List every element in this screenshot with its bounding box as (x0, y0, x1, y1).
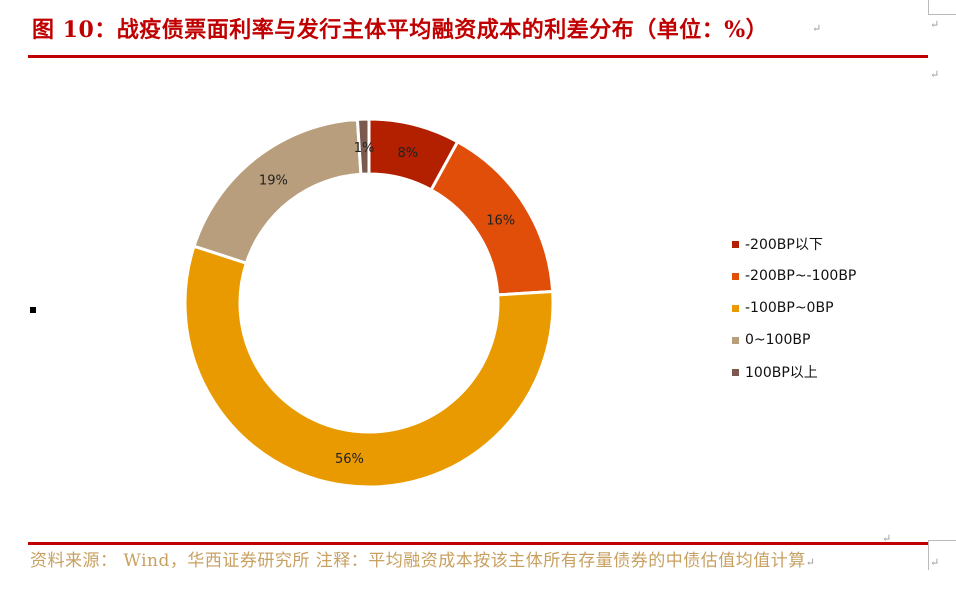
legend-swatch-icon (732, 304, 739, 312)
source-text: 资料来源： Wind，华西证券研究所 注释：平均融资成本按该主体所有存量债券的中… (30, 551, 806, 571)
return-mark-icon: ↵ (882, 532, 892, 545)
slice-data-label: 19% (259, 174, 288, 189)
legend-item: -100BP~0BP (732, 292, 856, 324)
slice-data-label: 8% (397, 146, 418, 161)
source-divider (28, 542, 928, 545)
margin-guide (928, 0, 929, 14)
legend-item: 100BP以上 (732, 356, 856, 388)
slice-data-label: 16% (486, 213, 515, 228)
chart-title: 图 10：战疫债票面利率与发行主体平均融资成本的利差分布（单位：%） (32, 17, 769, 43)
legend-swatch-icon (732, 336, 739, 344)
margin-guide (928, 540, 956, 541)
return-mark-icon: ↵ (805, 556, 816, 569)
source-note: 资料来源： Wind，华西证券研究所 注释：平均融资成本按该主体所有存量债券的中… (30, 548, 920, 576)
legend-label: 0~100BP (745, 332, 811, 348)
legend-swatch-icon (732, 368, 739, 376)
margin-guide (928, 540, 929, 570)
donut-slice (355, 117, 371, 176)
bullet-square-icon (30, 307, 36, 313)
legend-label: -200BP~-100BP (745, 268, 857, 284)
return-mark-icon: ↵ (930, 556, 940, 569)
margin-guide (928, 14, 956, 15)
slice-data-label: 1% (354, 141, 375, 156)
legend-item: 0~100BP (732, 324, 856, 356)
donut-slice (192, 117, 363, 266)
legend-swatch-icon (732, 272, 739, 280)
slice-data-label: 56% (335, 452, 364, 467)
donut-slice (183, 244, 555, 489)
legend-label: 100BP以上 (745, 365, 818, 381)
donut-data-labels: 8% 16% 56% 19% 1% (259, 141, 515, 467)
legend-item: -200BP以下 (732, 228, 856, 260)
return-mark-icon: ↵ (812, 22, 822, 35)
return-mark-icon: ↵ (930, 68, 940, 81)
title-divider (28, 55, 928, 58)
chart-legend: -200BP以下 -200BP~-100BP -100BP~0BP 0~100BP 10… (732, 228, 856, 388)
return-mark-icon: ↵ (930, 18, 940, 31)
donut-slices (183, 117, 555, 489)
legend-label: -200BP以下 (745, 237, 823, 253)
legend-item: -200BP~-100BP (732, 260, 856, 292)
legend-swatch-icon (732, 240, 739, 248)
legend-label: -100BP~0BP (745, 300, 834, 316)
